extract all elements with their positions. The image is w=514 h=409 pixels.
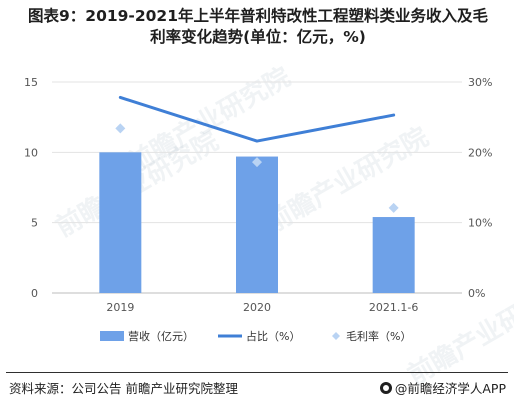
bar [236, 156, 278, 293]
right-axis-tick-label: 30% [468, 76, 492, 89]
x-axis-tick-label: 2019 [106, 301, 134, 314]
scatter-point [115, 123, 126, 134]
left-axis-tick-label: 0 [31, 287, 38, 300]
left-axis-tick-label: 15 [24, 76, 38, 89]
legend-label-scatter: 毛利率（%） [346, 329, 411, 343]
chart-title-line1: 图表9：2019-2021年上半年普利特改性工程塑料类业务收入及毛 [28, 7, 488, 25]
legend-label-line: 占比（%） [246, 329, 300, 343]
brand-logo-icon [379, 381, 392, 394]
scatter-point [388, 202, 399, 213]
line-series [118, 95, 396, 143]
footer-divider [6, 372, 508, 373]
source-note: 资料来源：公司公告 前瞻产业研究院整理 [9, 381, 238, 396]
left-axis-tick-label: 10 [24, 146, 38, 159]
brand-credit: @前瞻经济学人APP [379, 378, 506, 397]
legend-label-bar: 营收（亿元） [128, 329, 194, 343]
legend-swatch-scatter [332, 332, 340, 340]
right-axis-tick-label: 0% [468, 287, 485, 300]
left-axis-tick-label: 5 [31, 217, 38, 230]
x-axis-tick-label: 2021.1-6 [369, 301, 418, 314]
chart-title: 图表9：2019-2021年上半年普利特改性工程塑料类业务收入及毛 利率变化趋势… [8, 6, 508, 48]
bar [372, 217, 415, 293]
chart-title-line2: 利率变化趋势(单位：亿元，%) [150, 28, 366, 46]
bar [99, 152, 142, 293]
legend-swatch-bar [100, 331, 124, 341]
scatter-point [252, 157, 262, 168]
brand-credit-text: @前瞻经济学人APP [394, 381, 506, 396]
right-axis-tick-label: 10% [468, 217, 492, 230]
right-axis-tick-label: 20% [468, 146, 492, 159]
x-axis-tick-label: 2020 [243, 301, 271, 314]
